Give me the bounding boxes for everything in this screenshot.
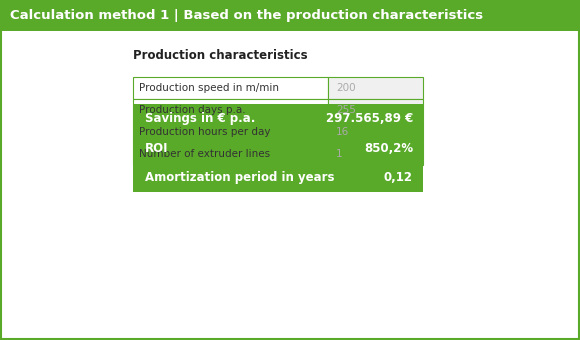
Text: Production days p.a.: Production days p.a.: [139, 105, 245, 115]
Bar: [328, 121, 423, 143]
Bar: [133, 77, 328, 99]
Bar: [133, 121, 328, 143]
Text: Production speed in m/min: Production speed in m/min: [139, 83, 279, 93]
Text: ROI: ROI: [145, 141, 169, 154]
Text: 16: 16: [336, 127, 349, 137]
Bar: [133, 104, 423, 192]
Bar: [133, 143, 328, 165]
Bar: [328, 77, 423, 99]
Bar: [328, 99, 423, 121]
Text: 200: 200: [336, 83, 356, 93]
Text: Savings in € p.a.: Savings in € p.a.: [145, 112, 255, 125]
Text: 255: 255: [336, 105, 356, 115]
Text: Calculation method 1 | Based on the production characteristics: Calculation method 1 | Based on the prod…: [10, 10, 483, 22]
Text: 1: 1: [336, 149, 343, 159]
Text: 297.565,89 €: 297.565,89 €: [326, 112, 413, 125]
Text: 0,12: 0,12: [384, 171, 413, 184]
Text: Production characteristics: Production characteristics: [133, 49, 307, 62]
Bar: [1, 1, 579, 31]
Text: Number of extruder lines: Number of extruder lines: [139, 149, 270, 159]
Text: 850,2%: 850,2%: [364, 141, 413, 154]
Text: Amortization period in years: Amortization period in years: [145, 171, 335, 184]
Bar: [328, 143, 423, 165]
Bar: [133, 99, 328, 121]
Text: Production hours per day: Production hours per day: [139, 127, 270, 137]
